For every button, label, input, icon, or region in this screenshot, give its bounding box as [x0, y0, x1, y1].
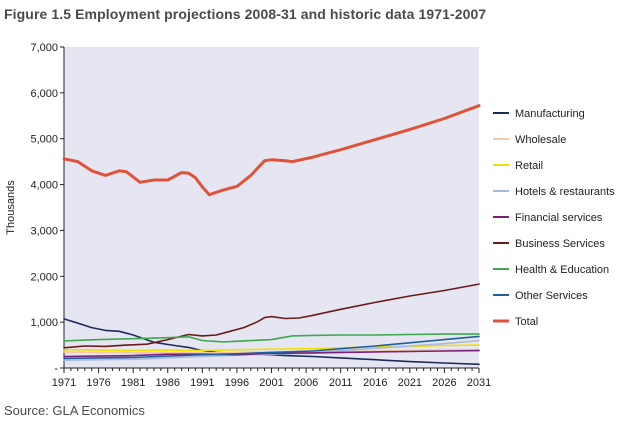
- x-tick-label: 1981: [121, 377, 145, 389]
- x-tick-label: 2026: [432, 377, 456, 389]
- y-tick-label: 7,000: [30, 42, 58, 54]
- legend-label: Retail: [515, 160, 543, 172]
- figure-title: Figure 1.5 Employment projections 2008-3…: [4, 6, 487, 22]
- x-axis: 1971 1976 1981 1986 1991 1996 2001 2006 2011 2016…: [52, 367, 491, 389]
- y-tick-label: 1,000: [30, 317, 58, 329]
- y-tick-label: 3,000: [30, 225, 58, 237]
- x-tick-label: 2021: [398, 377, 422, 389]
- y-axis-label: Thousands: [5, 180, 17, 235]
- plot-area: [64, 47, 479, 368]
- x-tick-label: 1991: [190, 377, 214, 389]
- x-tick-label: 2031: [467, 377, 491, 389]
- legend-label: Hotels & restaurants: [515, 186, 615, 198]
- y-tick-label: 6,000: [30, 88, 58, 100]
- x-tick-label: 1986: [156, 377, 180, 389]
- series-line-business-services: [63, 283, 480, 349]
- legend-label: Business Services: [515, 238, 605, 250]
- x-tick-label: 2006: [294, 377, 318, 389]
- x-tick-label: 1976: [86, 377, 110, 389]
- x-tick-label: 1971: [52, 377, 76, 389]
- y-tick-label: 5,000: [30, 134, 58, 146]
- legend-label: Financial services: [515, 212, 603, 224]
- legend-label: Manufacturing: [515, 108, 585, 120]
- y-axis: - 1,000 2,000 3,000 4,000 5,000 6,000 7,000: [30, 42, 65, 375]
- legend-label: Wholesale: [515, 134, 566, 146]
- x-tick-label: 1996: [225, 377, 249, 389]
- legend: Manufacturing Wholesale Retail Hotels & res…: [493, 108, 615, 328]
- y-tick-label: -: [54, 363, 58, 375]
- series-line-health-education: [63, 333, 480, 343]
- x-tick-label: 2011: [329, 377, 353, 389]
- series-line-financial-services: [63, 349, 480, 358]
- source-note: Source: GLA Economics: [4, 403, 145, 418]
- legend-label: Health & Education: [515, 264, 609, 276]
- legend-label: Total: [515, 316, 538, 328]
- legend-label: Other Services: [515, 290, 588, 302]
- y-tick-label: 2,000: [30, 271, 58, 283]
- series-line-other-services: [63, 335, 480, 360]
- series-layer: [62, 104, 481, 366]
- x-tick-label: 2001: [259, 377, 283, 389]
- series-line-total: [62, 104, 481, 197]
- y-tick-label: 4,000: [30, 180, 58, 192]
- series-line-hotels-restaurants: [63, 339, 480, 361]
- x-tick-label: 2016: [363, 377, 387, 389]
